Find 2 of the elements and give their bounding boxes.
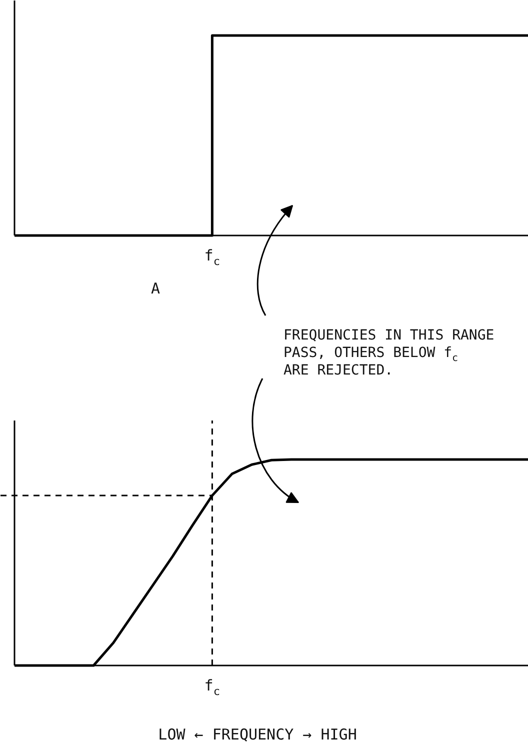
x-axis-title: LOW ← FREQUENCY → HIGH [158,726,357,744]
text: A [150,280,160,298]
